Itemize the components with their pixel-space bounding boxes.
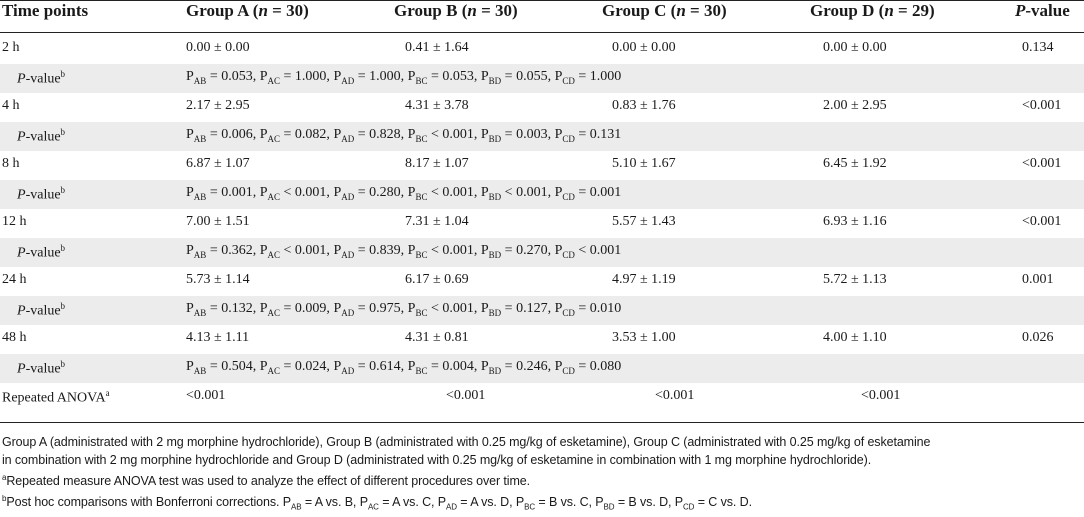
post-hoc-row: P-valueb PAB = 0.504, PAC = 0.024, PAD = … bbox=[0, 354, 1084, 383]
anova-group-d: <0.001 bbox=[861, 388, 901, 403]
group-c-cell: 0.83 ± 1.76 bbox=[612, 98, 676, 113]
table-row: 8 h 6.87 ± 1.07 8.17 ± 1.07 5.10 ± 1.67 6.45… bbox=[0, 151, 1084, 180]
time-point-cell: 12 h bbox=[2, 214, 27, 229]
time-point-cell: 8 h bbox=[2, 156, 20, 171]
post-hoc-row: P-valueb PAB = 0.001, PAC < 0.001, PAD = … bbox=[0, 180, 1084, 209]
anova-row: Repeated ANOVAa <0.001 <0.001 <0.001 <0.001 bbox=[0, 383, 1084, 412]
group-d-cell: 6.45 ± 1.92 bbox=[823, 156, 887, 171]
group-b-cell: 6.17 ± 0.69 bbox=[405, 272, 469, 287]
table-top-rule bbox=[0, 0, 1084, 1]
group-a-cell: 7.00 ± 1.51 bbox=[186, 214, 250, 229]
group-a-cell: 5.73 ± 1.14 bbox=[186, 272, 250, 287]
group-c-cell: 5.57 ± 1.43 bbox=[612, 214, 676, 229]
post-hoc-label: P-valueb bbox=[17, 185, 66, 203]
anova-label: Repeated ANOVAa bbox=[2, 388, 110, 406]
group-b-cell: 4.31 ± 0.81 bbox=[405, 330, 469, 345]
header-p-value: P-value bbox=[1015, 1, 1070, 20]
p-value-cell: <0.001 bbox=[1022, 156, 1062, 171]
table-row: 2 h 0.00 ± 0.00 0.41 ± 1.64 0.00 ± 0.00 0.00… bbox=[0, 35, 1084, 64]
group-a-cell: 4.13 ± 1.11 bbox=[186, 330, 250, 345]
post-hoc-row: P-valueb PAB = 0.006, PAC = 0.082, PAD = … bbox=[0, 122, 1084, 151]
group-c-cell: 0.00 ± 0.00 bbox=[612, 40, 676, 55]
footnote-a: aRepeated measure ANOVA test was used to… bbox=[2, 473, 531, 489]
post-hoc-comparisons: PAB = 0.053, PAC = 1.000, PAD = 1.000, P… bbox=[186, 69, 622, 86]
group-a-cell: 0.00 ± 0.00 bbox=[186, 40, 250, 55]
time-point-cell: 4 h bbox=[2, 98, 20, 113]
post-hoc-label: P-valueb bbox=[17, 69, 66, 87]
anova-group-a: <0.001 bbox=[186, 388, 226, 403]
table-row: 24 h 5.73 ± 1.14 6.17 ± 0.69 4.97 ± 1.19 5.7… bbox=[0, 267, 1084, 296]
group-d-cell: 4.00 ± 1.10 bbox=[823, 330, 887, 345]
post-hoc-comparisons: PAB = 0.001, PAC < 0.001, PAD = 0.280, P… bbox=[186, 185, 622, 202]
header-group-b: Group B (n = 30) bbox=[394, 1, 518, 20]
group-a-cell: 2.17 ± 2.95 bbox=[186, 98, 250, 113]
table-row: 48 h 4.13 ± 1.11 4.31 ± 0.81 3.53 ± 1.00 4.0… bbox=[0, 325, 1084, 354]
time-point-cell: 2 h bbox=[2, 40, 20, 55]
group-d-cell: 0.00 ± 0.00 bbox=[823, 40, 887, 55]
p-value-cell: 0.001 bbox=[1022, 272, 1054, 287]
post-hoc-label: P-valueb bbox=[17, 301, 66, 319]
group-b-cell: 8.17 ± 1.07 bbox=[405, 156, 469, 171]
table-header-rule bbox=[0, 32, 1084, 33]
p-value-cell: 0.026 bbox=[1022, 330, 1054, 345]
anova-group-b: <0.001 bbox=[446, 388, 486, 403]
group-c-cell: 4.97 ± 1.19 bbox=[612, 272, 676, 287]
time-point-cell: 48 h bbox=[2, 330, 27, 345]
footnotes: Group A (administrated with 2 mg morphin… bbox=[2, 433, 1082, 517]
post-hoc-row: P-valueb PAB = 0.132, PAC = 0.009, PAD = … bbox=[0, 296, 1084, 325]
table-row: 12 h 7.00 ± 1.51 7.31 ± 1.04 5.57 ± 1.43 6.9… bbox=[0, 209, 1084, 238]
footnote-b: bPost hoc comparisons with Bonferroni co… bbox=[2, 494, 752, 512]
p-value-cell: <0.001 bbox=[1022, 214, 1062, 229]
post-hoc-comparisons: PAB = 0.132, PAC = 0.009, PAD = 0.975, P… bbox=[186, 301, 622, 318]
footnote-groups-line2: in combination with 2 mg morphine hydroc… bbox=[2, 453, 872, 467]
header-time-points: Time points bbox=[2, 1, 89, 20]
post-hoc-comparisons: PAB = 0.362, PAC < 0.001, PAD = 0.839, P… bbox=[186, 243, 622, 260]
p-value-cell: 0.134 bbox=[1022, 40, 1054, 55]
post-hoc-label: P-valueb bbox=[17, 243, 66, 261]
group-a-cell: 6.87 ± 1.07 bbox=[186, 156, 250, 171]
table-row: 4 h 2.17 ± 2.95 4.31 ± 3.78 0.83 ± 1.76 2.00… bbox=[0, 93, 1084, 122]
post-hoc-row: P-valueb PAB = 0.362, PAC < 0.001, PAD = … bbox=[0, 238, 1084, 267]
header-group-d: Group D (n = 29) bbox=[810, 1, 935, 20]
header-group-c: Group C (n = 30) bbox=[602, 1, 727, 20]
group-d-cell: 5.72 ± 1.13 bbox=[823, 272, 887, 287]
footnote-groups-line1: Group A (administrated with 2 mg morphin… bbox=[2, 435, 931, 449]
group-d-cell: 2.00 ± 2.95 bbox=[823, 98, 887, 113]
group-b-cell: 7.31 ± 1.04 bbox=[405, 214, 469, 229]
group-b-cell: 4.31 ± 3.78 bbox=[405, 98, 469, 113]
group-c-cell: 5.10 ± 1.67 bbox=[612, 156, 676, 171]
post-hoc-label: P-valueb bbox=[17, 359, 66, 377]
post-hoc-row: P-valueb PAB = 0.053, PAC = 1.000, PAD = … bbox=[0, 64, 1084, 93]
post-hoc-comparisons: PAB = 0.504, PAC = 0.024, PAD = 0.614, P… bbox=[186, 359, 622, 376]
header-group-a: Group A (n = 30) bbox=[186, 1, 309, 20]
time-point-cell: 24 h bbox=[2, 272, 27, 287]
table-bottom-rule bbox=[0, 422, 1084, 423]
anova-group-c: <0.001 bbox=[655, 388, 695, 403]
p-value-cell: <0.001 bbox=[1022, 98, 1062, 113]
post-hoc-comparisons: PAB = 0.006, PAC = 0.082, PAD = 0.828, P… bbox=[186, 127, 622, 144]
group-c-cell: 3.53 ± 1.00 bbox=[612, 330, 676, 345]
post-hoc-label: P-valueb bbox=[17, 127, 66, 145]
group-d-cell: 6.93 ± 1.16 bbox=[823, 214, 887, 229]
group-b-cell: 0.41 ± 1.64 bbox=[405, 40, 469, 55]
